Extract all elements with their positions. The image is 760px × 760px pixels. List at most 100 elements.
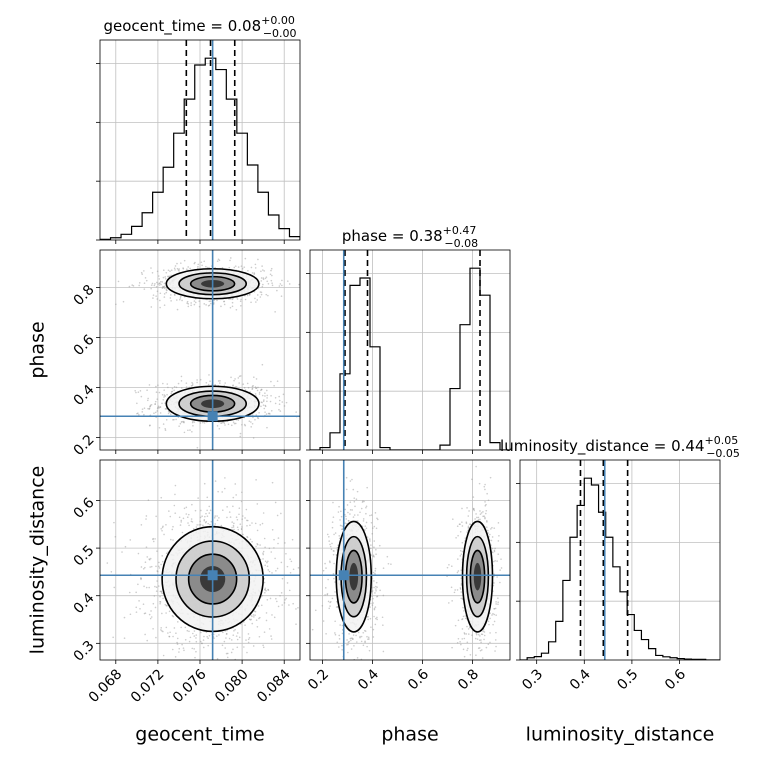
scatter-point (209, 635, 211, 637)
scatter-point (151, 404, 153, 406)
scatter-point (287, 566, 289, 568)
scatter-point (164, 304, 166, 306)
scatter-point (283, 394, 285, 396)
scatter-point (488, 643, 490, 645)
x-tick-label: 0.4 (567, 666, 594, 693)
scatter-point (295, 623, 297, 625)
scatter-point (333, 573, 335, 575)
scatter-point (191, 665, 193, 667)
scatter-point (260, 291, 262, 293)
scatter-point (237, 639, 239, 641)
scatter-point (236, 635, 238, 637)
scatter-point (206, 497, 208, 499)
scatter-point (288, 604, 290, 606)
scatter-point (193, 635, 195, 637)
scatter-point (364, 630, 366, 632)
scatter-point (373, 555, 375, 557)
scatter-point (273, 539, 275, 541)
scatter-point (183, 421, 185, 423)
scatter-point (241, 518, 243, 520)
scatter-point (248, 387, 250, 389)
scatter-point (270, 270, 272, 272)
scatter-point (182, 532, 184, 534)
scatter-point (281, 295, 283, 297)
scatter-point (484, 457, 486, 459)
scatter-point (328, 540, 330, 542)
scatter-point (154, 538, 156, 540)
scatter-point (370, 544, 372, 546)
histogram-luminosity_distance (520, 478, 720, 660)
scatter-point (156, 590, 158, 592)
scatter-point (491, 540, 493, 542)
scatter-point (202, 525, 204, 527)
scatter-point (255, 393, 257, 395)
scatter-point (257, 294, 259, 296)
scatter-point (334, 632, 336, 634)
scatter-point (152, 628, 154, 630)
scatter-point (329, 560, 331, 562)
scatter-point (467, 641, 469, 643)
x-axis-label-phase: phase (381, 724, 438, 746)
scatter-point (245, 258, 247, 260)
scatter-point (366, 522, 368, 524)
scatter-point (197, 266, 199, 268)
scatter-point (332, 527, 334, 529)
scatter-point (197, 447, 199, 449)
scatter-point (173, 389, 175, 391)
scatter-point (179, 299, 181, 301)
y-tick-label: 0.5 (71, 542, 98, 569)
scatter-point (164, 276, 166, 278)
scatter-point (150, 267, 152, 269)
scatter-point (264, 538, 266, 540)
scatter-point (198, 524, 200, 526)
scatter-point (357, 657, 359, 659)
scatter-point (224, 647, 226, 649)
scatter-point (462, 542, 464, 544)
scatter-point (264, 547, 266, 549)
scatter-point (199, 306, 201, 308)
scatter-point (461, 638, 463, 640)
scatter-point (156, 391, 158, 393)
scatter-point (224, 382, 226, 384)
scatter-point (375, 549, 377, 551)
scatter-point (270, 401, 272, 403)
scatter-point (150, 306, 152, 308)
scatter-point (254, 419, 256, 421)
scatter-point (187, 303, 189, 305)
scatter-point (158, 562, 160, 564)
scatter-point (291, 561, 293, 563)
scatter-point (243, 646, 245, 648)
scatter-point (236, 386, 238, 388)
scatter-point (482, 657, 484, 659)
scatter-point (375, 624, 377, 626)
scatter-point (492, 613, 494, 615)
scatter-point (232, 384, 234, 386)
scatter-point (232, 505, 234, 507)
scatter-point (451, 600, 453, 602)
scatter-point (229, 638, 231, 640)
scatter-point (480, 650, 482, 652)
scatter-point (146, 515, 148, 517)
scatter-point (201, 643, 203, 645)
scatter-point (165, 524, 167, 526)
scatter-point (266, 620, 268, 622)
scatter-point (461, 553, 463, 555)
scatter-point (256, 543, 258, 545)
scatter-point (161, 630, 163, 632)
scatter-point (143, 603, 145, 605)
scatter-point (170, 392, 172, 394)
scatter-point (194, 630, 196, 632)
scatter-point (365, 513, 367, 515)
scatter-point (196, 641, 198, 643)
scatter-point (244, 424, 246, 426)
scatter-point (496, 673, 498, 675)
scatter-point (149, 614, 151, 616)
scatter-point (464, 632, 466, 634)
scatter-point (163, 423, 165, 425)
scatter-point (191, 520, 193, 522)
scatter-point (136, 611, 138, 613)
scatter-point (154, 285, 156, 287)
scatter-point (139, 608, 141, 610)
scatter-point (115, 536, 117, 538)
scatter-point (113, 587, 115, 589)
